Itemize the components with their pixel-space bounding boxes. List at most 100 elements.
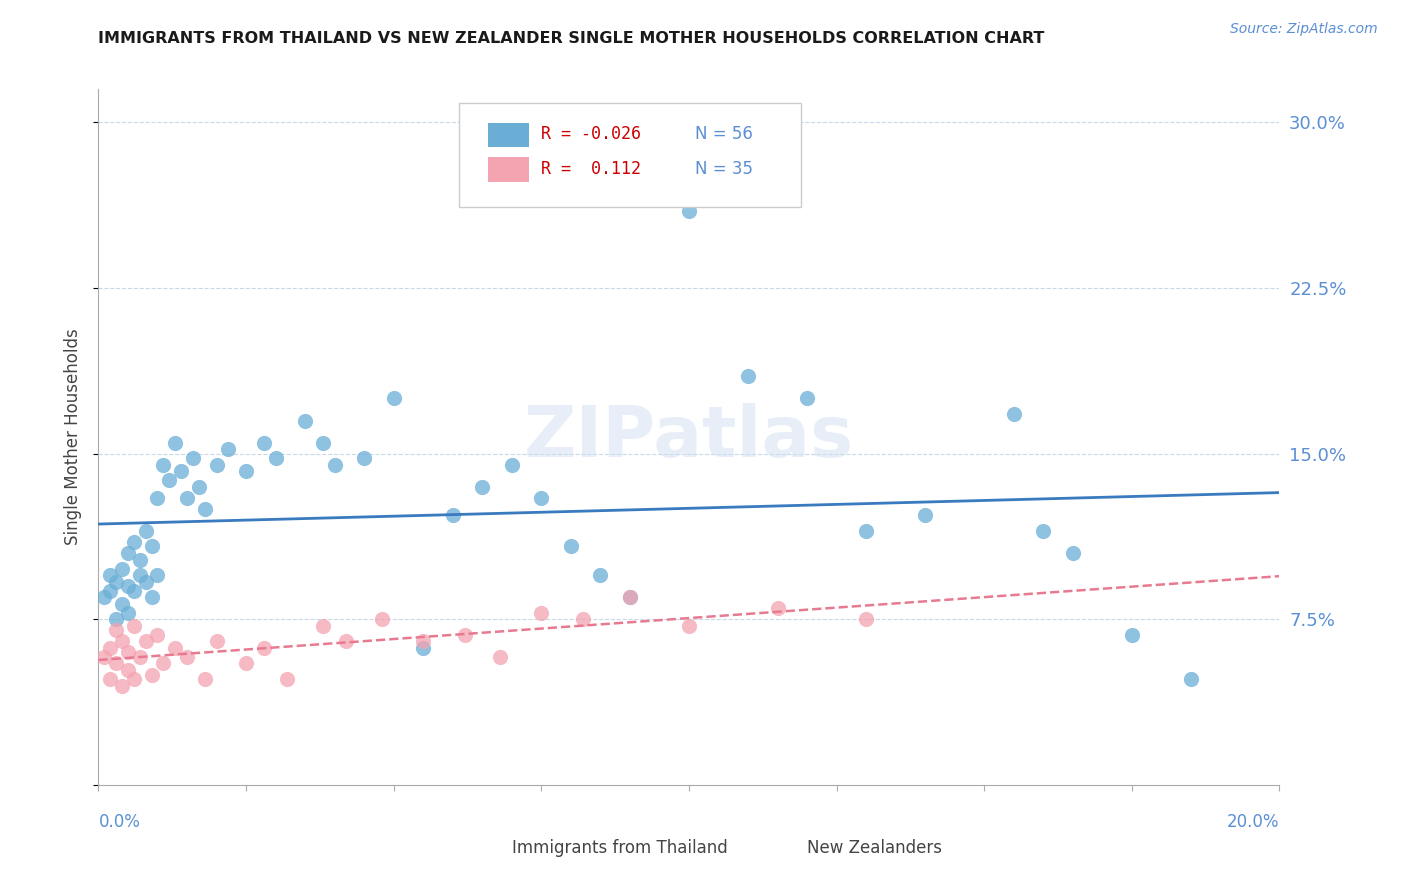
Point [122,583,145,598]
Y-axis label: Single Mother Households: Single Mother Households [65,329,83,545]
Point [122,672,145,686]
Point [1062,546,1084,560]
Point [165,640,187,655]
Point [530,491,553,505]
Point [441,508,464,523]
Point [382,392,405,406]
Point [205,458,228,472]
Text: 0.0%: 0.0% [98,813,141,830]
FancyBboxPatch shape [488,122,530,147]
Point [128,649,150,664]
Point [135,634,157,648]
Point [141,667,163,681]
Point [619,591,641,605]
Point [165,435,187,450]
Point [253,435,276,450]
Point [412,640,434,655]
Point [217,442,239,457]
Text: ZIPatlas: ZIPatlas [524,402,853,472]
Point [335,634,357,648]
Point [157,473,180,487]
Point [98,672,121,686]
Point [501,458,523,472]
Point [235,464,257,478]
Point [117,546,139,560]
Point [176,649,198,664]
Point [146,491,169,505]
Point [111,679,134,693]
Point [766,601,789,615]
Text: N = 56: N = 56 [695,126,752,144]
Text: New Zealanders: New Zealanders [807,838,942,856]
Point [117,606,139,620]
Point [128,568,150,582]
Point [98,583,121,598]
Point [796,392,818,406]
Text: Immigrants from Thailand: Immigrants from Thailand [512,838,727,856]
Point [371,612,394,626]
Point [135,574,157,589]
FancyBboxPatch shape [458,103,801,208]
Point [122,535,145,549]
Point [471,480,494,494]
Point [412,634,434,648]
Point [122,619,145,633]
Point [93,649,115,664]
Point [205,634,228,648]
Point [187,480,209,494]
Point [152,458,174,472]
Point [855,524,877,538]
Point [111,634,134,648]
Point [194,501,217,516]
Point [128,552,150,566]
Point [98,568,121,582]
Text: N = 35: N = 35 [695,161,752,178]
Text: R =  0.112: R = 0.112 [541,161,641,178]
Point [146,628,169,642]
Point [117,663,139,677]
Point [105,657,128,671]
Point [489,649,512,664]
Point [353,451,375,466]
Point [253,640,276,655]
FancyBboxPatch shape [471,835,503,862]
Point [141,540,163,554]
Point [312,619,335,633]
Point [571,612,593,626]
Point [1002,407,1025,421]
Point [111,597,134,611]
Point [1121,628,1143,642]
Point [1180,672,1202,686]
Point [560,540,582,554]
Point [914,508,936,523]
Point [141,591,163,605]
Point [530,606,553,620]
Point [146,568,169,582]
Point [678,619,700,633]
Point [312,435,335,450]
FancyBboxPatch shape [488,157,530,182]
Point [276,672,298,686]
Point [323,458,346,472]
Point [453,628,475,642]
Point [181,451,204,466]
Point [194,672,217,686]
Point [678,203,700,218]
Point [117,645,139,659]
Text: IMMIGRANTS FROM THAILAND VS NEW ZEALANDER SINGLE MOTHER HOUSEHOLDS CORRELATION C: IMMIGRANTS FROM THAILAND VS NEW ZEALANDE… [98,31,1045,46]
Point [264,451,287,466]
Point [105,612,128,626]
Point [235,657,257,671]
Point [619,591,641,605]
Point [111,561,134,575]
Point [1032,524,1054,538]
Point [176,491,198,505]
Point [117,579,139,593]
Point [294,413,316,427]
Point [105,574,128,589]
FancyBboxPatch shape [766,835,799,862]
Point [589,568,612,582]
Point [98,640,121,655]
Text: Source: ZipAtlas.com: Source: ZipAtlas.com [1230,22,1378,37]
Point [855,612,877,626]
